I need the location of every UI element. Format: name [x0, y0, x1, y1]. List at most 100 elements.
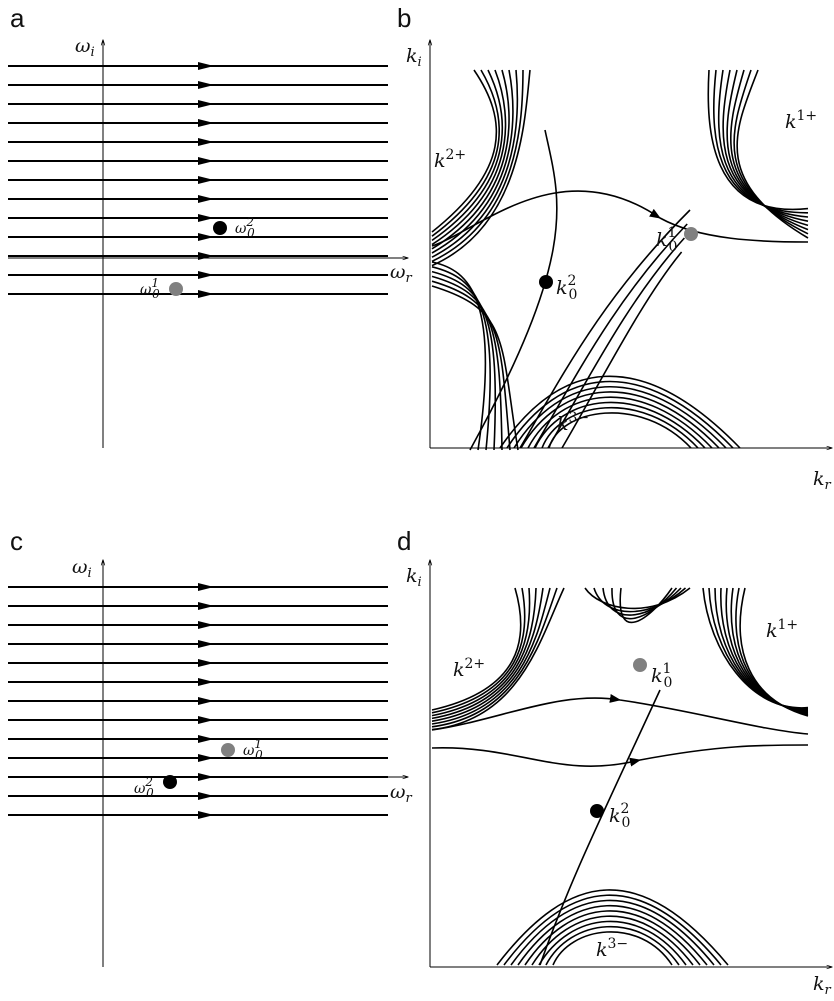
- panel-a-x-label: ωr: [390, 261, 413, 286]
- panel-c-streamline-arrow: [198, 640, 214, 648]
- panel-d-flowline: [431, 587, 551, 725]
- panel-d-flowline: [517, 904, 708, 966]
- panel-d-flowline: [735, 587, 809, 716]
- panel-d-flowline: [431, 587, 526, 714]
- panel-d-flowline: [431, 694, 809, 735]
- panel-d-flowline: [431, 587, 565, 731]
- panel-c-streamline-arrow: [198, 754, 214, 762]
- panel-b-flowline: [431, 69, 500, 237]
- panel-b-branch-k2plus: k2+: [434, 147, 466, 172]
- panel-d-flowline: [593, 587, 687, 613]
- panel-b-x-label: kr: [813, 468, 832, 493]
- panel-b-flowlines: [431, 69, 809, 451]
- panel-d-flowline: [539, 689, 661, 966]
- panel-b-flowline: [722, 69, 809, 222]
- panel-b-branch-k1plus: k1+: [785, 108, 817, 133]
- panel-b-flowline: [431, 69, 498, 233]
- panel-d-branch-k2plus: k2+: [453, 656, 485, 681]
- panel-b-flowline: [431, 69, 531, 267]
- panel-c-streamline-arrow: [198, 659, 214, 667]
- panel-a-streamline-arrow: [198, 100, 214, 108]
- panel-d-flowline: [431, 587, 522, 711]
- panel-a-point-omega0-1: [169, 282, 183, 296]
- panel-b-flowline: [561, 251, 683, 449]
- panel-c-streamline-arrow: [198, 792, 214, 800]
- panel-b-y-label: ki: [406, 45, 422, 70]
- panel-b-flowline: [499, 375, 741, 449]
- panel-a-streamline-arrow: [198, 81, 214, 89]
- panel-d-flowline: [538, 920, 687, 966]
- panel-c-streamline-arrow: [198, 678, 214, 686]
- panel-b-flowline: [717, 69, 809, 218]
- panel-a-streamline-arrow: [198, 157, 214, 165]
- panel-b-flowline: [431, 261, 487, 451]
- panel-d-flowline: [496, 889, 729, 966]
- panel-b-flowline: [431, 69, 510, 250]
- panel-b-point-k0-2-label: k2 0: [556, 273, 577, 303]
- panel-d-flowline: [611, 587, 678, 620]
- panel-d-point-k0-1-label: k1 0: [651, 661, 672, 691]
- panel-c-y-label: ωi: [72, 556, 92, 581]
- panel-d-x-label: kr: [813, 973, 832, 998]
- panel-b-flowline: [431, 69, 507, 246]
- panel-d-flowline: [739, 587, 809, 717]
- panel-b-point-k0-1-label: k1 0: [656, 225, 677, 255]
- panel-d-y-label: ki: [406, 565, 422, 590]
- panel-b-flowline: [733, 69, 809, 235]
- panel-b-flowline: [707, 69, 809, 211]
- panel-d-flowlines: [431, 587, 809, 966]
- panel-a-streamline-arrow: [198, 233, 214, 241]
- panel-d-flowline: [702, 587, 809, 709]
- panel-c-point-omega0-1: [221, 743, 235, 757]
- panel-b-flowline: [527, 396, 713, 449]
- panel-a-streamline-arrow: [198, 176, 214, 184]
- panel-d-flowline: [552, 931, 673, 966]
- panel-c-streamline-arrow: [198, 697, 214, 705]
- panel-b-flowline: [431, 69, 503, 242]
- panel-b-flowline: [431, 280, 511, 451]
- panel-d-point-k0-2: [590, 804, 604, 818]
- panel-b-flowline: [431, 275, 503, 451]
- panel-d-flowline: [524, 910, 701, 966]
- panel-d-flowline: [431, 587, 558, 728]
- panel-a-point-omega0-1-label: ω1 0: [140, 276, 160, 301]
- panel-c-lines: [8, 583, 388, 819]
- panel-a-streamline-arrow: [198, 214, 214, 222]
- panel-a-point-omega0-2-label: ω2 0: [235, 215, 255, 240]
- panel-b-flowline: [431, 190, 809, 247]
- panel-d-flowline: [584, 587, 691, 610]
- panel-b-point-k0-1: [684, 227, 698, 241]
- panel-b-flowline: [534, 401, 706, 449]
- panel-b-flowline: [431, 285, 519, 451]
- panel-d-branch-k3minus: k3−: [596, 936, 628, 961]
- panel-d-flowline: [431, 744, 809, 767]
- panel-a-lines: [8, 62, 388, 298]
- panel-b-flowline: [506, 380, 734, 449]
- panel-d: d ki kr k1 0 k2 0 k2+ k1+ k3−: [397, 526, 832, 998]
- panel-d-letter: d: [397, 526, 411, 556]
- panel-b-point-k0-2: [539, 275, 553, 289]
- panel-a-streamline-arrow: [198, 271, 214, 279]
- panel-d-flowline: [602, 587, 682, 616]
- panel-a-streamline-arrow: [198, 62, 214, 70]
- panel-b-flowline: [469, 129, 558, 451]
- panel-d-flowline: [431, 587, 544, 722]
- panel-c-letter: c: [10, 526, 23, 556]
- panel-c: c ωi ωr ω1 0 ω2 0: [8, 526, 413, 967]
- panel-c-streamline-arrow: [198, 811, 214, 819]
- panel-b-branch-k3minus: k3−: [557, 410, 589, 435]
- panel-b-flowline: [431, 69, 519, 258]
- panel-c-streamline-arrow: [198, 621, 214, 629]
- panel-d-point-k0-1: [633, 658, 647, 672]
- panel-b-letter: b: [397, 3, 411, 33]
- panel-b-flowline: [431, 69, 524, 263]
- panel-d-flowline: [431, 587, 537, 720]
- panel-b-flowline: [736, 69, 809, 239]
- panel-b-flowline: [712, 69, 809, 214]
- panel-a-y-label: ωi: [75, 35, 95, 60]
- panel-c-streamline-arrow: [198, 583, 214, 591]
- panel-c-x-label: ωr: [390, 781, 413, 806]
- panel-a-streamline-arrow: [198, 252, 214, 260]
- panel-b-flowline: [729, 69, 809, 231]
